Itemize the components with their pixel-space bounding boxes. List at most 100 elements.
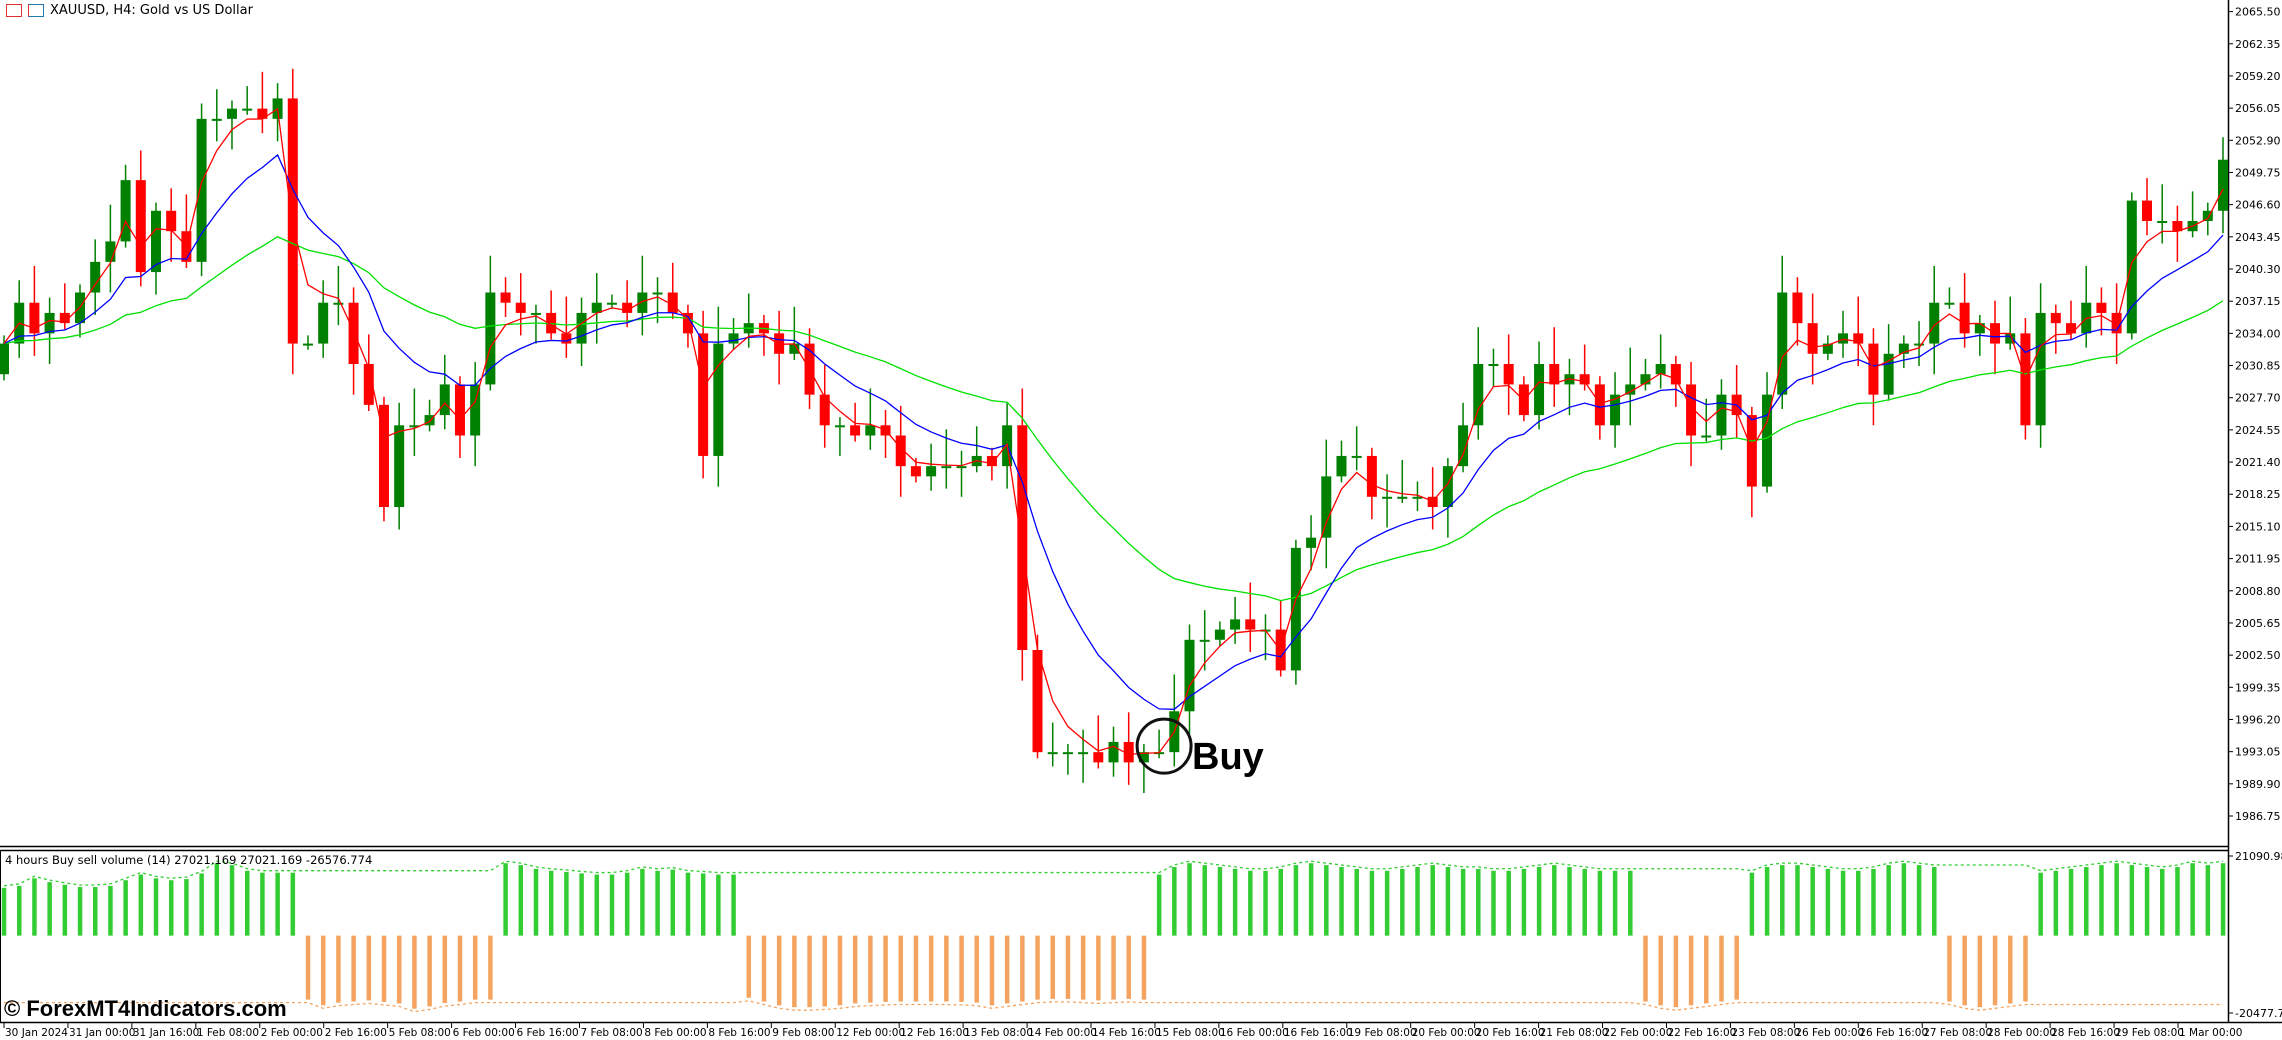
sell-volume-bar (366, 935, 372, 1001)
candle-body (1868, 343, 1879, 395)
candle-body (1959, 302, 1970, 334)
candle (1397, 460, 1408, 503)
time-tick-label: 6 Feb 00:00 (453, 1027, 515, 1039)
buy-volume-bar (2114, 863, 2119, 936)
candle (424, 399, 435, 432)
candle (713, 306, 724, 487)
candle (105, 204, 116, 293)
candle-body (1062, 752, 1073, 755)
candle (1579, 344, 1590, 391)
time-tick-label: 20 Feb 16:00 (1476, 1027, 1545, 1039)
chart-template-icon[interactable] (28, 4, 44, 17)
sell-volume-bar (2008, 935, 2013, 1004)
candle (1838, 310, 1849, 358)
candle (242, 86, 253, 115)
candle-body (591, 302, 602, 313)
candle (1929, 265, 1940, 375)
buy-volume-bar (1278, 868, 1283, 936)
candle (606, 294, 617, 309)
sell-volume-bar (928, 935, 934, 1002)
price-tick-label: 2049.75 (2235, 166, 2281, 179)
candle-body (59, 312, 70, 324)
candle (1777, 255, 1788, 409)
time-tick-label: 12 Feb 00:00 (836, 1027, 905, 1039)
buy-volume-bar (1749, 872, 1755, 936)
buy-volume-bar (1445, 867, 1451, 936)
ma-mid-line (3, 153, 2224, 710)
candle (1959, 273, 1970, 348)
candle (1822, 335, 1833, 360)
candle (454, 376, 465, 458)
candle-body (2202, 210, 2213, 221)
candle (2081, 265, 2092, 348)
candle (926, 443, 937, 491)
candle-body (2035, 312, 2046, 426)
candle-body (1108, 741, 1119, 763)
candle (1473, 327, 1484, 440)
candle (774, 310, 785, 385)
buy-volume-bar (1476, 868, 1481, 936)
candle-body (0, 343, 9, 375)
sell-volume-bar (1126, 935, 1131, 999)
buy-volume-bar (1582, 868, 1587, 936)
candle-body (865, 425, 876, 436)
candle (2050, 304, 2061, 354)
candles-layer (0, 68, 2228, 794)
candle-body (1534, 364, 1545, 416)
sell-volume-bar (776, 935, 782, 1006)
time-tick-label: 16 Feb 00:00 (1220, 1027, 1289, 1039)
buy-volume-bar (609, 874, 615, 936)
buy-volume-bar (1460, 868, 1466, 936)
candle (2035, 283, 2046, 448)
buy-volume-bar (184, 879, 189, 936)
buy-signal-label: Buy (1192, 736, 1264, 778)
buy-volume-bar (1232, 868, 1238, 936)
candle (1017, 388, 1028, 681)
buy-volume-bar (518, 865, 524, 936)
candle-body (44, 312, 55, 334)
candle (1625, 347, 1636, 426)
candle (834, 417, 845, 456)
price-tick-label: 2011.95 (2235, 553, 2281, 566)
chart-header: XAUUSD, H4: Gold vs US Dollar (6, 3, 253, 18)
candle-body (1503, 364, 1514, 385)
candle (956, 450, 967, 497)
candle-body (1093, 752, 1104, 763)
candle-body (1427, 496, 1438, 508)
candle-body (2218, 159, 2228, 211)
buy-volume-bar (229, 865, 235, 936)
candle-body (515, 302, 526, 313)
candle-body (637, 292, 648, 313)
price-tick-label: 2040.30 (2235, 263, 2281, 276)
buy-volume-bar (123, 880, 128, 936)
candle (333, 265, 344, 326)
price-tick-label: 1993.05 (2235, 746, 2281, 759)
sell-volume-bar (944, 935, 949, 1002)
candle-body (728, 333, 739, 344)
candle-body (409, 425, 420, 428)
price-tick-label: 1986.75 (2235, 810, 2281, 823)
buy-volume-bar (260, 872, 265, 936)
sell-volume-bar (2023, 935, 2028, 1002)
candle (378, 396, 389, 522)
price-tick-label: 2037.15 (2235, 295, 2281, 308)
chart-list-icon[interactable] (6, 4, 22, 17)
buy-volume-bar (533, 868, 539, 936)
candle (1534, 341, 1545, 430)
time-tick-label: 21 Feb 08:00 (1540, 1027, 1609, 1039)
candle-body (850, 425, 861, 436)
sell-volume-bar (1992, 935, 1998, 1006)
time-tick-label: 31 Jan 00:00 (69, 1027, 135, 1039)
candle-body (1306, 537, 1317, 548)
candle (789, 306, 800, 360)
sell-volume-bar (1035, 935, 1040, 1000)
buy-volume-bar (1308, 863, 1314, 936)
buy-volume-bar (275, 872, 280, 936)
candle (1549, 327, 1560, 407)
buy-volume-bar (655, 870, 660, 936)
candle (2218, 137, 2228, 234)
candle (1640, 358, 1651, 391)
candle (1488, 348, 1499, 387)
sell-volume-bar (457, 935, 463, 1002)
